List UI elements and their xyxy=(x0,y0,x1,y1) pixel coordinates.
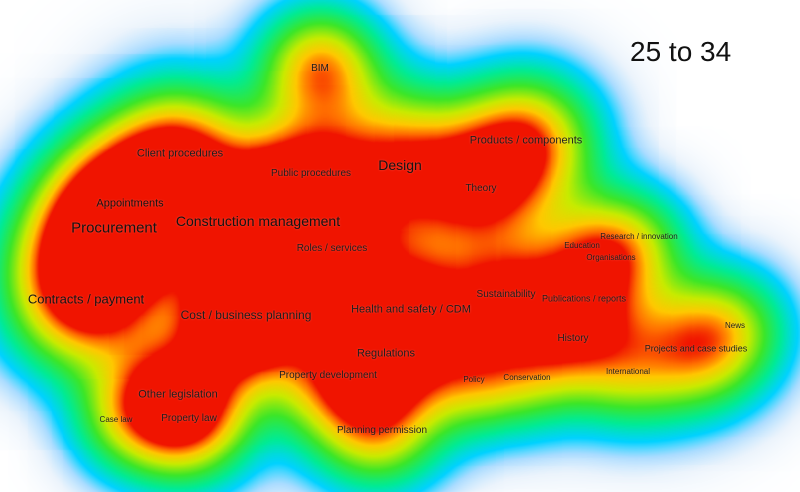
term-label-property-development: Property development xyxy=(279,370,377,381)
term-label-sustainability: Sustainability xyxy=(476,289,536,300)
term-label-construction-management: Construction management xyxy=(175,213,341,229)
term-label-procurement: Procurement xyxy=(71,219,157,237)
term-label-case-law: Case law xyxy=(99,415,133,424)
term-label-client-procedures: Client procedures xyxy=(136,147,224,160)
term-label-roles-services: Roles / services xyxy=(296,243,368,254)
term-label-property-law: Property law xyxy=(161,413,217,424)
term-label-conservation: Conservation xyxy=(503,373,551,382)
term-label-international: International xyxy=(605,367,651,376)
term-label-appointments: Appointments xyxy=(96,197,164,210)
term-label-public-procedures: Public procedures xyxy=(270,168,352,179)
term-label-planning-permission: Planning permission xyxy=(336,425,428,436)
term-label-contracts-payment: Contracts / payment xyxy=(27,291,145,307)
term-label-research-innovation: Research / innovation xyxy=(600,232,678,241)
term-label-cost-business-planning: Cost / business planning xyxy=(180,308,312,322)
term-label-organisations: Organisations xyxy=(586,253,636,262)
term-label-history: History xyxy=(557,333,589,344)
term-label-policy: Policy xyxy=(463,375,485,384)
term-label-theory: Theory xyxy=(465,183,497,194)
term-label-bim: BIM xyxy=(311,63,329,74)
term-label-education: Education xyxy=(564,241,600,250)
term-label-health-and-safety-cdm: Health and safety / CDM xyxy=(351,303,471,316)
term-label-projects-and-case-studies: Projects and case studies xyxy=(644,343,748,354)
term-label-publications-reports: Publications / reports xyxy=(541,293,627,304)
term-label-regulations: Regulations xyxy=(356,347,416,360)
term-label-news: News xyxy=(724,321,746,330)
term-label-other-legislation: Other legislation xyxy=(138,388,218,401)
term-label-design: Design xyxy=(378,157,422,173)
age-group-title: 25 to 34 xyxy=(630,36,732,67)
term-label-products-components: Products / components xyxy=(469,134,583,147)
